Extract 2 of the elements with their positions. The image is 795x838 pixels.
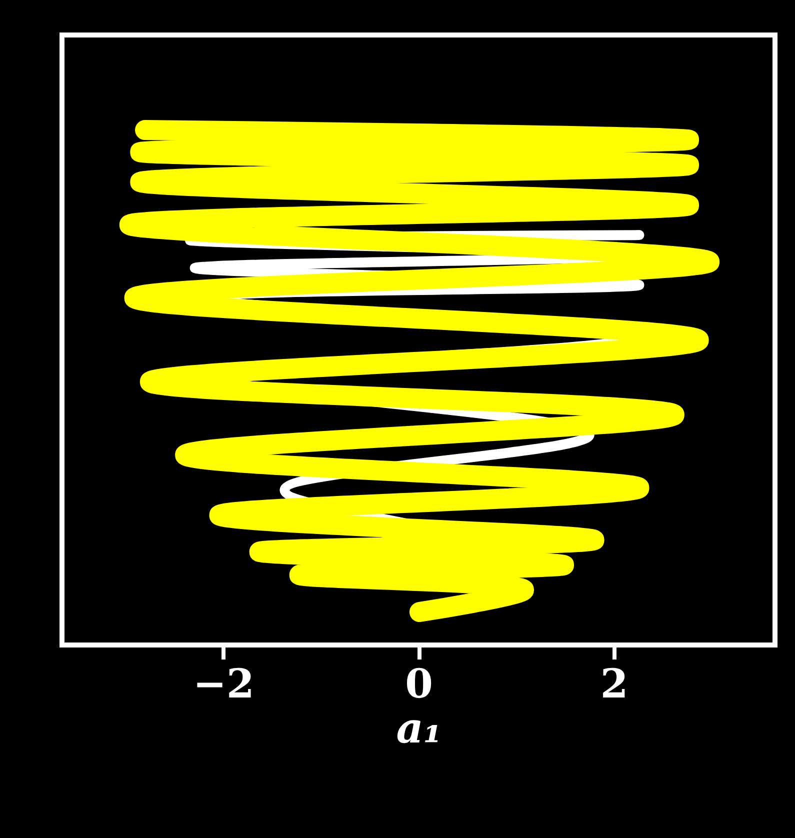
x-tick-label: 2 (600, 660, 628, 708)
x-tick-label: −2 (192, 660, 254, 708)
